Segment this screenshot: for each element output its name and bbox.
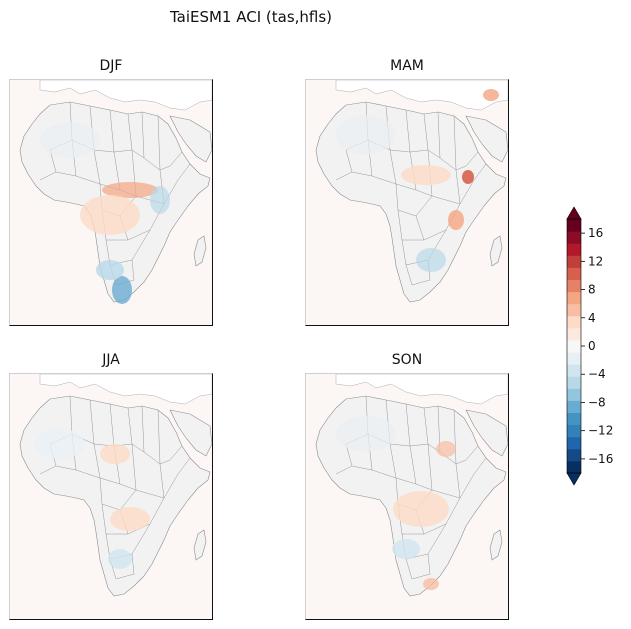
colorbar-segment: [567, 364, 581, 377]
colorbar-tick-label: 12: [588, 254, 603, 268]
colorbar-segment: [567, 291, 581, 305]
colorbar-segment: [567, 339, 581, 353]
map-panel-mam: [305, 79, 509, 326]
africa-map-djf: [19, 80, 212, 304]
anomaly-patches-djf: [40, 122, 170, 304]
colorbar-segment: [567, 412, 581, 426]
panel-title-mam: MAM: [390, 58, 424, 74]
panel-title-djf: DJF: [99, 58, 123, 74]
map-panel-son: [305, 373, 509, 620]
colorbar-segment: [567, 219, 581, 232]
colorbar-segment: [567, 267, 581, 280]
colorbar-tick-label: 4: [588, 311, 596, 325]
map-panel-jja: [9, 373, 213, 620]
colorbar-tick-label: 8: [588, 283, 596, 297]
panel-title-jja: JJA: [102, 352, 120, 368]
africa-map-jja: [19, 374, 212, 597]
anomaly-patches-mam: [336, 89, 499, 272]
colorbar-tick-label: −8: [588, 395, 606, 409]
colorbar-segment: [567, 303, 581, 317]
colorbar-tick-label: 0: [588, 339, 596, 353]
colorbar-extend-min: [566, 472, 582, 486]
colorbar: 16 12 8 4 0 −4 −8 −12 −16: [560, 205, 630, 490]
panel-title-son: SON: [391, 352, 423, 368]
colorbar-segment: [567, 243, 581, 256]
anomaly-patches-son: [336, 416, 456, 590]
colorbar-segment: [567, 400, 581, 414]
map-panel-djf: [9, 79, 213, 326]
colorbar-tick-label: 16: [588, 226, 603, 240]
colorbar-tick-label: −12: [588, 424, 613, 438]
colorbar-segment: [567, 424, 581, 438]
colorbar-segment: [567, 448, 581, 462]
colorbar-segment: [567, 388, 581, 401]
colorbar-segment: [567, 352, 581, 365]
anomaly-patches-jja: [35, 429, 150, 569]
figure-title: TaiESM1 ACI (tas,hfls): [169, 8, 333, 26]
colorbar-segment: [567, 327, 581, 341]
africa-map-son: [315, 374, 508, 597]
colorbar-segment: [567, 460, 581, 474]
colorbar-tick-label: −16: [588, 452, 613, 466]
colorbar-extend-max: [566, 206, 582, 220]
colorbar-tick-label: −4: [588, 367, 606, 381]
colorbar-segment: [567, 436, 581, 450]
colorbar-segment: [567, 255, 581, 268]
africa-map-mam: [315, 80, 508, 303]
colorbar-segment: [567, 315, 581, 329]
colorbar-svg: 16 12 8 4 0 −4 −8 −12 −16: [566, 206, 613, 486]
colorbar-segment: [567, 231, 581, 244]
colorbar-segment: [567, 279, 581, 293]
colorbar-segment: [567, 376, 581, 389]
